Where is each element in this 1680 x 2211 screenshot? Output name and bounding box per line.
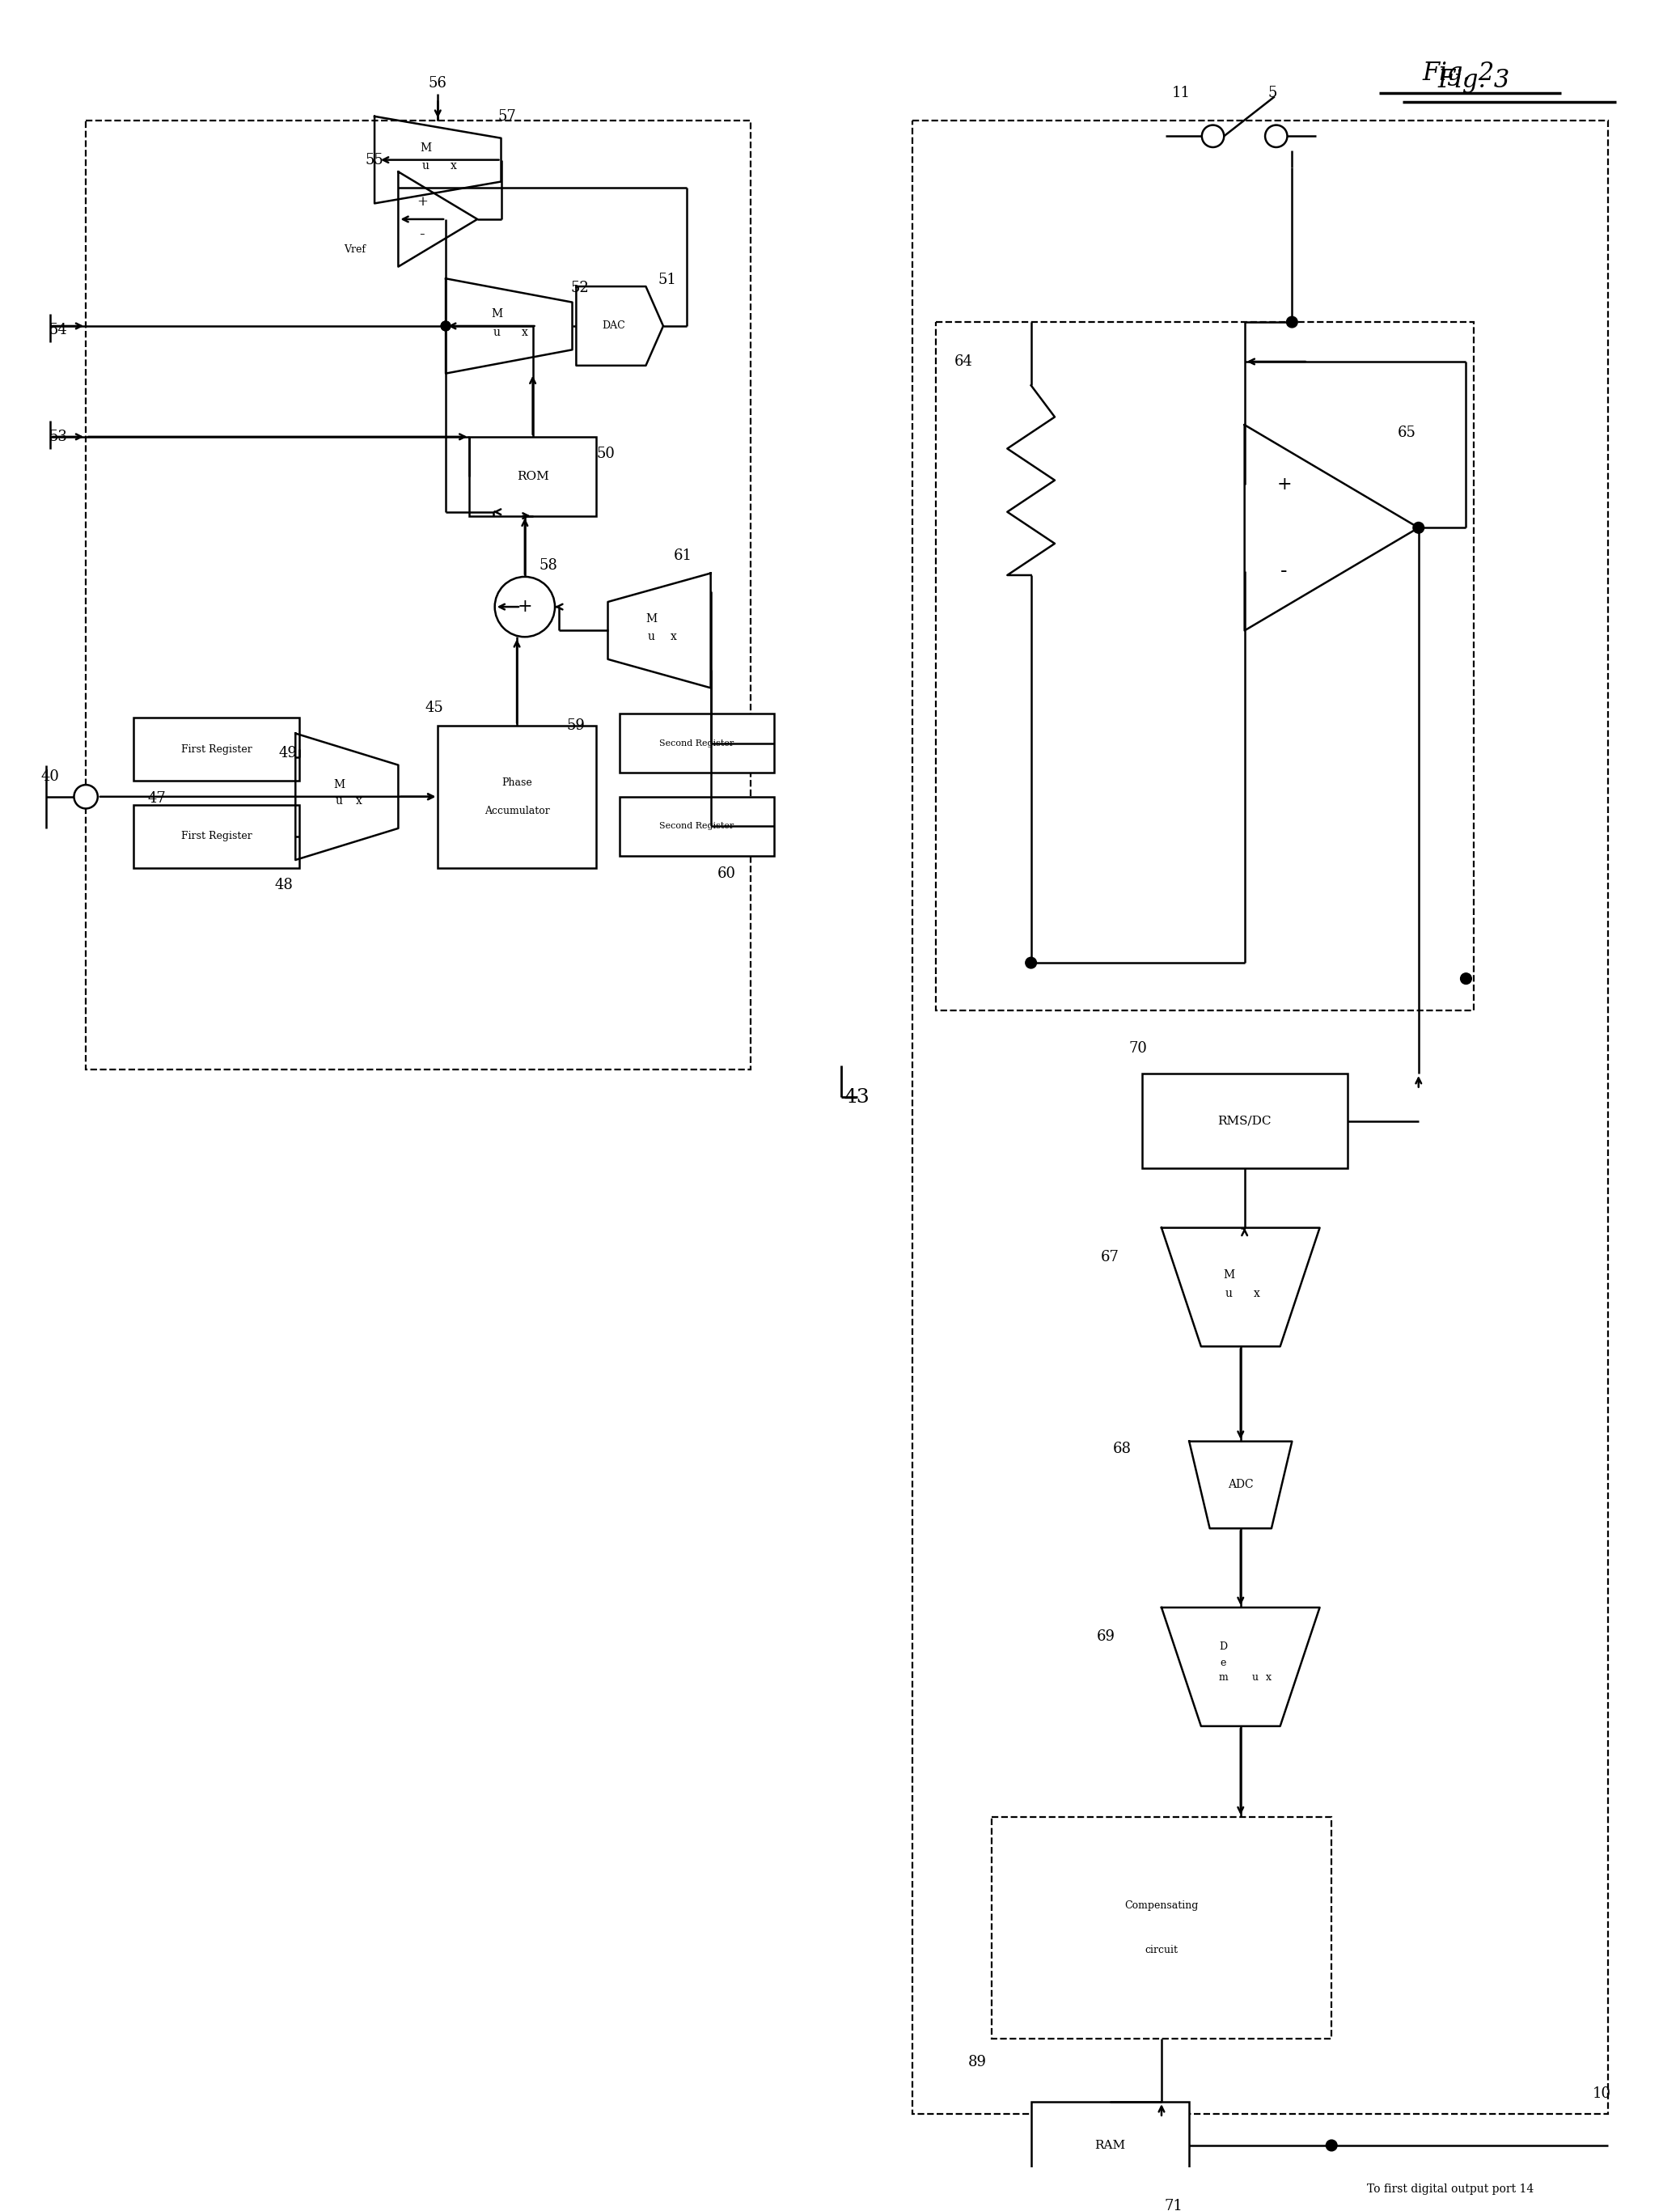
Text: 51: 51 — [659, 272, 677, 287]
Bar — [620, 796, 774, 856]
Text: 69: 69 — [1097, 1630, 1116, 1645]
Text: 89: 89 — [968, 2054, 986, 2069]
Circle shape — [1326, 2140, 1337, 2151]
Text: 70: 70 — [1129, 1041, 1147, 1055]
Text: 57: 57 — [499, 108, 517, 124]
Text: +: + — [417, 195, 428, 208]
Text: DAC: DAC — [601, 321, 625, 332]
Text: 43: 43 — [843, 1088, 870, 1106]
Text: 61: 61 — [674, 548, 692, 562]
Bar — [1142, 1075, 1347, 1167]
Text: x: x — [1253, 1287, 1260, 1300]
Text: Second Register: Second Register — [660, 738, 734, 747]
Text: 58: 58 — [539, 559, 558, 573]
Text: e: e — [1220, 1658, 1226, 1667]
Circle shape — [1460, 973, 1472, 984]
Text: u: u — [648, 630, 655, 643]
Text: circuit: circuit — [1146, 1946, 1178, 1955]
Text: 59: 59 — [566, 719, 586, 732]
Text: u: u — [422, 161, 430, 172]
Text: 60: 60 — [717, 867, 736, 880]
Text: +: + — [1277, 475, 1292, 493]
Text: u: u — [336, 796, 343, 807]
Text: x: x — [521, 327, 528, 338]
Text: Accumulator: Accumulator — [484, 805, 549, 816]
Text: 50: 50 — [596, 447, 615, 462]
Bar — [86, 119, 751, 1070]
Bar — [620, 714, 774, 774]
Text: First Register: First Register — [181, 743, 252, 754]
Circle shape — [1201, 126, 1225, 148]
Text: RAM: RAM — [1095, 2140, 1126, 2151]
Circle shape — [440, 321, 450, 332]
Text: D: D — [1220, 1643, 1228, 1652]
Text: Fig. 2: Fig. 2 — [1421, 60, 1494, 86]
Text: u: u — [1225, 1287, 1233, 1300]
Circle shape — [1287, 316, 1297, 327]
Text: 54: 54 — [49, 323, 67, 338]
Text: 48: 48 — [274, 878, 292, 893]
Text: RMS/DC: RMS/DC — [1218, 1114, 1272, 1128]
Text: Vref: Vref — [344, 243, 366, 254]
Circle shape — [1025, 957, 1037, 968]
Bar — [133, 719, 299, 780]
Text: 45: 45 — [425, 701, 444, 716]
Text: 65: 65 — [1398, 425, 1416, 440]
Text: To first digital output port 14: To first digital output port 14 — [1368, 2182, 1534, 2196]
Text: 55: 55 — [365, 153, 383, 168]
Text: M: M — [420, 142, 432, 155]
Text: 71: 71 — [1164, 2200, 1183, 2211]
Text: 67: 67 — [1100, 1249, 1119, 1265]
Circle shape — [496, 577, 554, 637]
Text: Fig. 3: Fig. 3 — [1438, 69, 1510, 93]
Text: First Register: First Register — [181, 831, 252, 842]
Text: 5: 5 — [1268, 86, 1277, 99]
Text: Compensating: Compensating — [1124, 1901, 1198, 1910]
Text: Second Register: Second Register — [660, 822, 734, 831]
Text: 11: 11 — [1173, 86, 1191, 99]
Text: x: x — [670, 630, 677, 643]
Text: M: M — [333, 778, 344, 792]
Text: 64: 64 — [954, 354, 973, 369]
Circle shape — [1265, 126, 1287, 148]
Text: 49: 49 — [279, 745, 297, 761]
Bar — [133, 805, 299, 869]
Bar — [469, 438, 596, 515]
Text: -: - — [420, 228, 425, 243]
Bar — [438, 725, 596, 869]
Text: ADC: ADC — [1228, 1479, 1253, 1490]
Text: u: u — [1252, 1672, 1258, 1683]
Text: 52: 52 — [571, 281, 590, 296]
Text: u: u — [494, 327, 501, 338]
Text: 47: 47 — [148, 792, 166, 805]
Text: M: M — [645, 612, 657, 624]
Text: -: - — [1280, 562, 1287, 581]
Bar — [1032, 2103, 1189, 2189]
Text: +: + — [517, 597, 533, 615]
Text: 56: 56 — [428, 75, 447, 91]
Text: x: x — [1265, 1672, 1272, 1683]
Bar — [991, 1817, 1332, 2039]
Text: ROM: ROM — [517, 471, 549, 482]
Text: M: M — [1223, 1269, 1235, 1280]
Text: 10: 10 — [1593, 2087, 1611, 2100]
Text: x: x — [356, 796, 361, 807]
Text: 53: 53 — [49, 429, 67, 444]
Circle shape — [1413, 522, 1425, 533]
Bar — [912, 119, 1608, 2114]
Text: M: M — [492, 310, 502, 321]
Text: 68: 68 — [1112, 1442, 1131, 1457]
Text: Phase: Phase — [502, 778, 533, 787]
Circle shape — [440, 321, 450, 332]
Bar — [936, 323, 1473, 1010]
Circle shape — [74, 785, 97, 809]
Text: 40: 40 — [40, 769, 59, 785]
Text: m: m — [1218, 1672, 1228, 1683]
Text: x: x — [450, 161, 457, 172]
